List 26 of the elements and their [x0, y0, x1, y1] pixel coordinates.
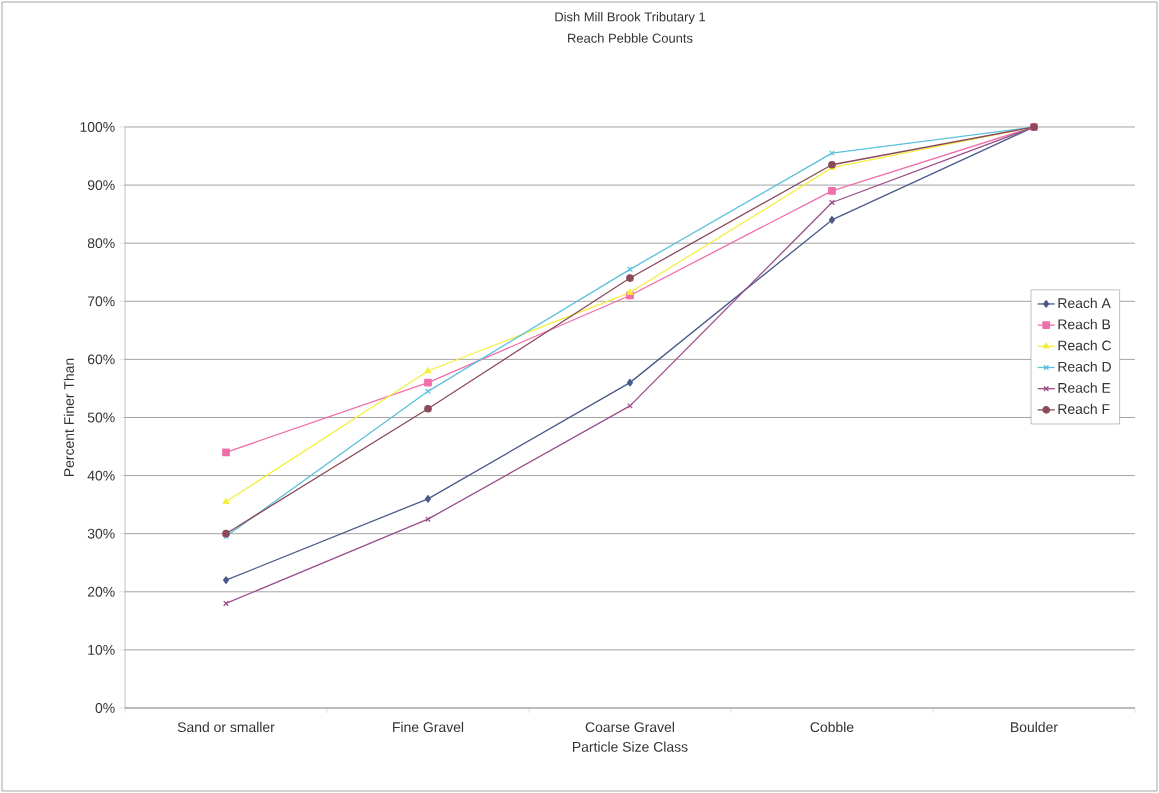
legend-label: Reach E	[1058, 382, 1111, 393]
y-axis-title: Percent Finer Than	[63, 358, 74, 477]
y-tick-label: 30%	[87, 528, 115, 539]
y-tick-label: 10%	[88, 644, 115, 655]
y-tick-label: 0%	[95, 703, 115, 713]
legend-label: Reach B	[1058, 319, 1111, 330]
x-tick-label: Cobble	[810, 721, 854, 733]
legend-label: Reach C	[1058, 340, 1112, 351]
legend-label: Reach F	[1058, 403, 1110, 415]
y-tick-label: 60%	[87, 354, 115, 365]
y-tick-label: 90%	[87, 180, 115, 191]
x-axis-title: Particle Size Class	[572, 741, 688, 752]
x-tick-label: Coarse Gravel	[585, 721, 674, 733]
y-tick-label: 70%	[87, 296, 115, 307]
x-tick-label: Boulder	[1011, 721, 1058, 733]
legend-label: Reach D	[1058, 361, 1111, 372]
chart-subtitle: Reach Pebble Counts	[568, 33, 693, 43]
y-tick-label: 50%	[87, 412, 115, 423]
y-tick-label: 100%	[80, 122, 115, 132]
x-tick-label: Fine Gravel	[393, 721, 464, 733]
chart-title: Dish Mill Brook Tributary 1	[555, 11, 706, 25]
x-tick-label: Sand or smaller	[177, 721, 275, 733]
y-tick-label: 20%	[87, 586, 115, 597]
legend-label: Reach A	[1058, 297, 1111, 309]
y-tick-label: 40%	[87, 470, 115, 481]
y-tick-label: 80%	[87, 238, 115, 249]
